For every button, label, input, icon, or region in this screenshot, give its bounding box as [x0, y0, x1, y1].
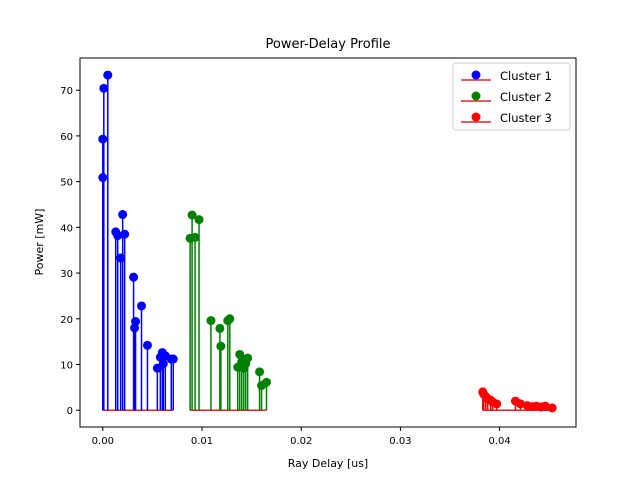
- series-3-stems: [478, 387, 557, 413]
- stem-marker: [98, 173, 108, 183]
- series-2-stems: [185, 210, 271, 411]
- legend: Cluster 1 Cluster 2 Cluster 3: [452, 62, 571, 131]
- stem-marker: [158, 359, 168, 369]
- x-axis-ticks: 0.00 0.01 0.02 0.03 0.04: [92, 427, 511, 447]
- stem-marker: [118, 210, 128, 220]
- plot-area: [98, 70, 557, 413]
- legend-item-3: Cluster 3: [461, 111, 552, 125]
- stem-marker: [540, 401, 550, 411]
- stem-marker: [113, 231, 123, 241]
- y-tick-label: 30: [60, 269, 73, 280]
- y-axis-label: Power [mW]: [33, 209, 46, 276]
- legend-label: Cluster 3: [500, 111, 552, 125]
- x-tick-label: 0.01: [191, 436, 213, 447]
- stem-marker: [235, 349, 245, 359]
- y-tick-label: 20: [60, 315, 73, 326]
- x-tick-label: 0.03: [389, 436, 411, 447]
- x-tick-label: 0.02: [290, 436, 312, 447]
- y-tick-label: 40: [60, 223, 73, 234]
- axes-frame: [79, 57, 577, 428]
- stem-marker: [131, 317, 141, 327]
- y-axis-ticks: 0 10 20 30 40 50 60 70: [60, 86, 80, 417]
- y-tick-label: 70: [60, 86, 73, 97]
- stem-marker: [261, 377, 271, 387]
- y-tick-label: 0: [67, 406, 73, 417]
- chart-title: Power-Delay Profile: [266, 37, 391, 52]
- stem-marker: [515, 399, 525, 409]
- y-tick-label: 10: [60, 361, 73, 372]
- stem-marker: [225, 314, 235, 324]
- stem-marker: [243, 353, 253, 363]
- stem-marker: [142, 340, 152, 350]
- stem-marker: [120, 229, 130, 239]
- stem-marker: [99, 83, 109, 93]
- stem-marker: [194, 215, 204, 225]
- series-1-stems: [98, 70, 178, 411]
- stem-marker: [547, 403, 557, 413]
- x-tick-label: 0.00: [92, 436, 114, 447]
- legend-label: Cluster 2: [500, 90, 552, 104]
- legend-item-2: Cluster 2: [461, 90, 552, 104]
- stem-marker: [98, 134, 108, 144]
- stem-marker: [190, 232, 200, 242]
- y-tick-label: 50: [60, 178, 73, 189]
- legend-label: Cluster 1: [500, 69, 552, 83]
- stem-marker: [129, 272, 139, 282]
- y-tick-label: 60: [60, 132, 73, 143]
- stem-marker: [216, 341, 226, 351]
- legend-marker-swatch: [471, 112, 481, 122]
- stem-marker: [215, 323, 225, 333]
- legend-marker-swatch: [471, 70, 481, 80]
- stem-marker: [168, 354, 178, 364]
- x-tick-label: 0.04: [488, 436, 510, 447]
- legend-marker-swatch: [471, 91, 481, 101]
- stem-marker: [206, 316, 216, 326]
- stem-marker: [255, 367, 265, 377]
- stem-marker: [492, 399, 502, 409]
- stem-marker: [187, 210, 197, 220]
- stem-marker: [103, 70, 113, 80]
- legend-item-1: Cluster 1: [461, 69, 552, 83]
- stem-marker: [137, 301, 147, 311]
- x-axis-label: Ray Delay [us]: [288, 457, 368, 470]
- stem-marker: [116, 253, 126, 263]
